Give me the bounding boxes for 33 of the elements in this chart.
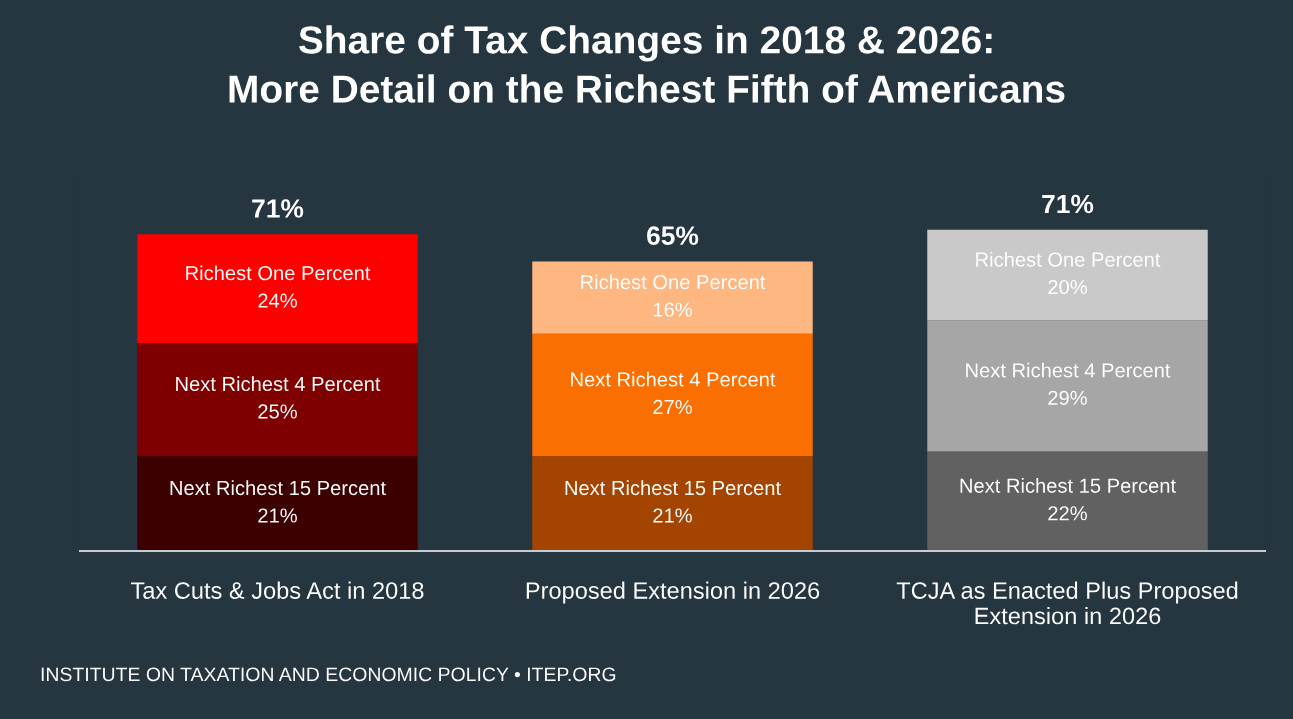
data-label: 21% <box>653 508 692 523</box>
series-label: Next Richest 4 Percent <box>176 376 381 392</box>
text: Next Richest 4 Percent <box>571 371 776 387</box>
text: Next Richest 4 Percent <box>966 362 1171 378</box>
data-label: 27% <box>653 399 692 415</box>
data-label: 16% <box>653 302 692 317</box>
series-label: Next Richest 15 Percent <box>170 480 386 496</box>
bar <box>137 234 418 343</box>
bar <box>532 455 813 551</box>
bar <box>137 342 418 456</box>
series-label: Richest One Percent <box>581 274 766 290</box>
data-label: 29% <box>1048 390 1087 406</box>
chart-title: Share of Tax Changes in 2018 & 2026: More Detail on the Richest Fifth of Americans <box>229 25 1065 103</box>
total-label: 71% <box>1042 194 1094 214</box>
x-tick-label: TCJA as Enacted Plus Proposed Extension in 2026 <box>896 581 1238 625</box>
x-tick-label: Proposed Extension in 2026 <box>526 581 820 604</box>
total-label: 71% <box>252 199 304 218</box>
bar <box>532 333 813 456</box>
text: Next Richest 15 Percent <box>565 480 781 496</box>
total-label: 65% <box>647 226 699 245</box>
bar <box>927 229 1208 321</box>
data-label: 21% <box>258 508 297 523</box>
text: Richest One Percent <box>186 265 371 281</box>
data-label: 22% <box>1048 506 1087 521</box>
bar <box>927 320 1208 452</box>
bar <box>137 455 418 551</box>
text: INSTITUTE ON TAXATION AND ECONOMIC POLICY • ITEP.ORG <box>41 667 616 682</box>
data-label: 25% <box>258 404 297 419</box>
x-tick-label: Tax Cuts & Jobs Act in 2018 <box>131 581 424 599</box>
bar <box>927 451 1208 551</box>
data-label: 24% <box>258 293 297 308</box>
bar <box>532 261 813 334</box>
text: Next Richest 15 Percent <box>960 478 1176 493</box>
